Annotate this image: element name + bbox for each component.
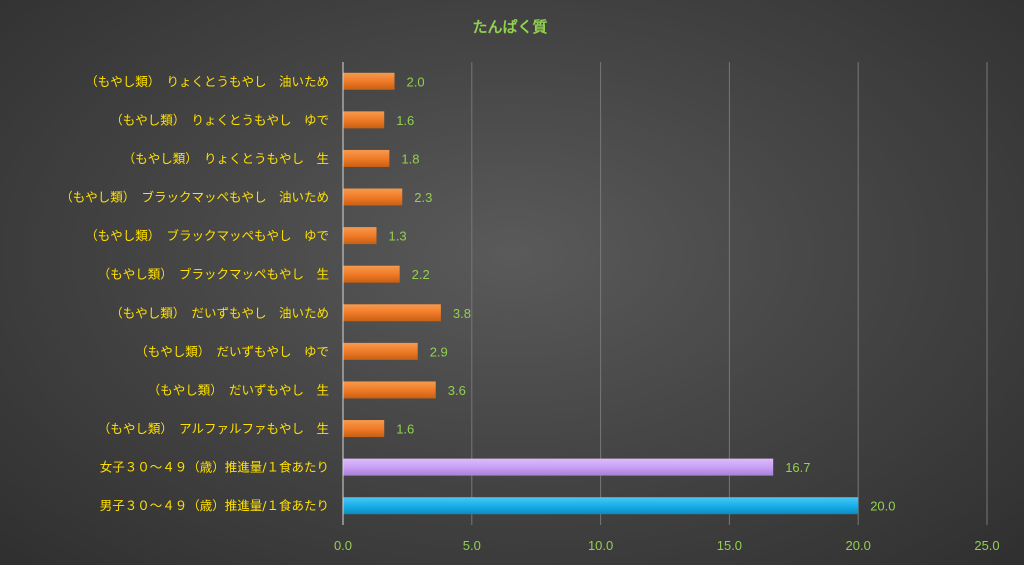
data-label: 2.3 [414,190,432,205]
data-label: 16.7 [785,460,810,475]
bar [343,265,400,283]
bar [343,72,395,90]
data-label: 2.2 [412,267,430,282]
chart-title: たんぱく質 [472,18,547,36]
gridlines [471,62,988,525]
bar [343,420,385,438]
bars: 2.0 1.6 1.8 2.3 1.3 2.2 3.8 2.9 3.6 1.6 16.7 20.0 [343,72,896,515]
x-axis-ticks: 0.0 5.0 10.0 15.0 20.0 25.0 [334,538,1000,553]
category-label: （もやし類） ブラックマッペもやし 油いため [60,190,329,205]
bar [343,227,377,245]
bar [343,342,418,360]
bar [343,304,441,322]
category-labels: （もやし類） りょくとうもやし 油いため （もやし類） りょくとうもやし ゆで （も… [60,74,329,513]
category-label: 男子３０～４９（歳）推進量/１食あたり [100,498,329,513]
category-label: （もやし類） ブラックマッペもやし ゆで [85,228,329,243]
x-tick-label: 0.0 [334,538,352,553]
category-label: （もやし類） りょくとうもやし 油いため [85,74,329,89]
category-label: 女子３０～４９（歳）推進量/１食あたり [100,460,329,475]
category-label: （もやし類） だいずもやし 生 [148,382,329,397]
data-label: 2.0 [407,74,425,89]
data-label: 20.0 [870,499,895,514]
data-label: 1.3 [388,229,406,244]
category-label: （もやし類） だいずもやし ゆで [135,344,329,359]
category-label: （もやし類） りょくとうもやし ゆで [110,112,329,127]
data-label: 1.8 [401,151,419,166]
x-tick-label: 15.0 [717,538,742,553]
category-label: （もやし類） りょくとうもやし 生 [123,151,329,166]
data-label: 1.6 [396,422,414,437]
data-label: 1.6 [396,113,414,128]
x-tick-label: 25.0 [974,538,999,553]
data-label: 2.9 [430,344,448,359]
bar [343,111,385,129]
category-label: （もやし類） だいずもやし 油いため [110,305,329,320]
data-label: 3.6 [448,383,466,398]
category-label: （もやし類） アルファルファもやし 生 [98,421,329,436]
category-label: （もやし類） ブラックマッペもやし 生 [98,267,329,282]
bar [343,381,436,399]
bar [343,188,403,206]
x-tick-label: 5.0 [463,538,481,553]
x-tick-label: 20.0 [846,538,871,553]
x-tick-label: 10.0 [588,538,613,553]
bar [343,458,774,476]
bar [343,149,390,167]
bar [343,497,859,515]
data-label: 3.8 [453,306,471,321]
